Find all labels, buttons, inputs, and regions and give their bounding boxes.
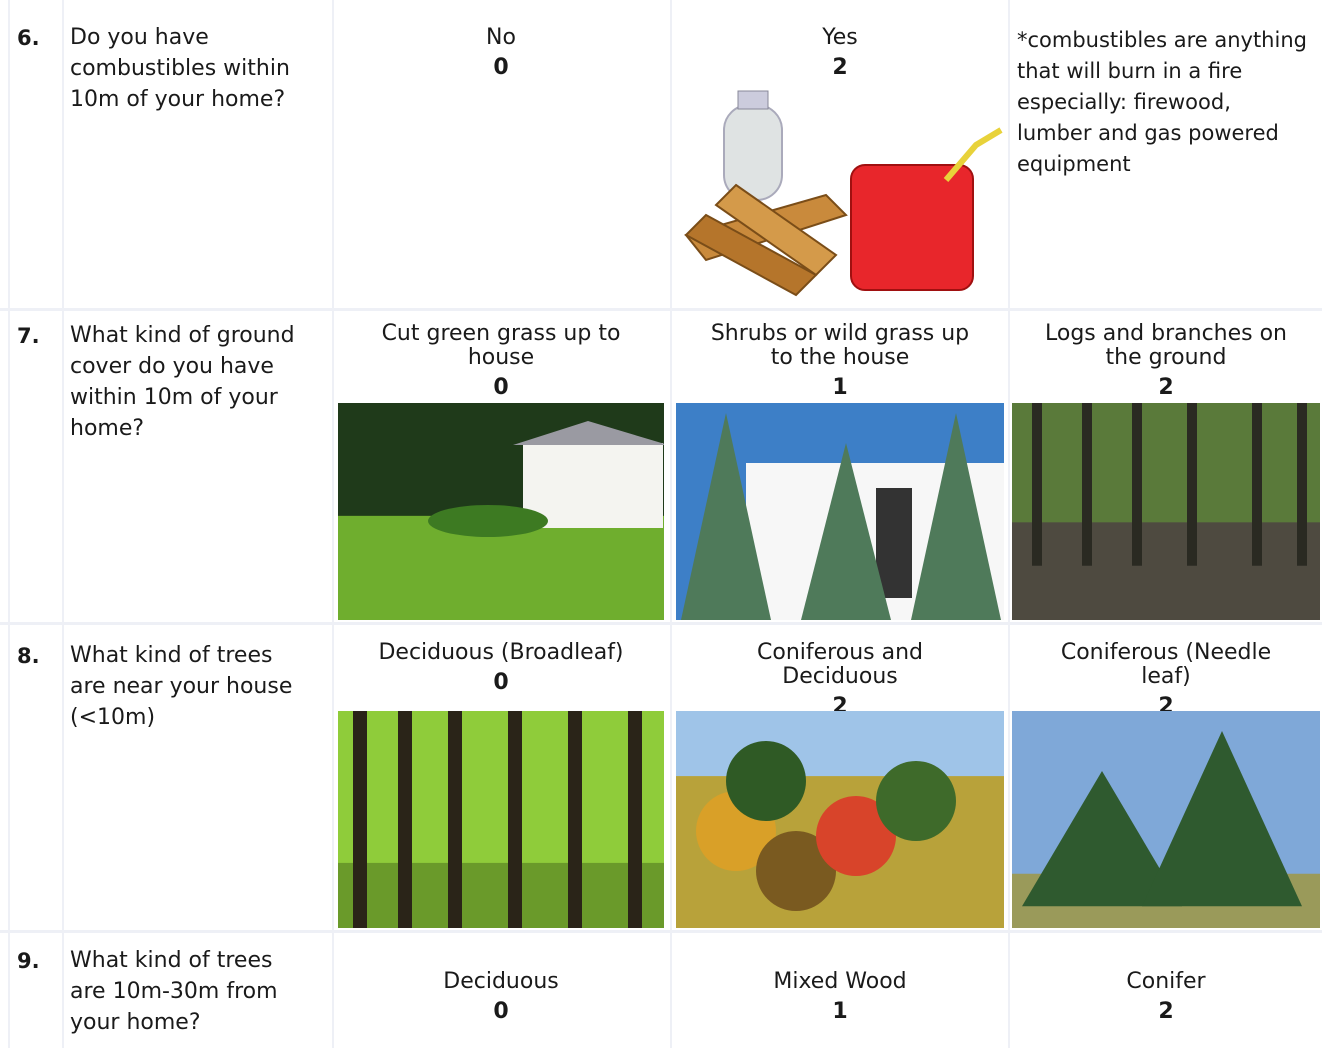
question-text: What kind of trees are 10m-30m from your… [70,948,278,1035]
option: Mixed Wood 1 [674,970,1006,1024]
divider [670,0,672,1048]
photo [1012,403,1320,620]
option-label: Coniferous and Deciduous [757,640,923,689]
photo [338,403,664,620]
divider [1008,0,1010,1048]
option: Shrubs or wild grass up to the house 1 [674,322,1006,400]
option: Deciduous (Broadleaf) 0 [336,641,666,695]
option-label: No [486,25,516,50]
divider [0,930,1322,933]
divider [8,0,10,1048]
option-score: 2 [1158,375,1174,400]
photo [676,403,1004,620]
option: No 0 [336,26,666,80]
question-number: 7. [17,324,40,348]
photo [338,711,664,928]
question-number: 6. [17,26,40,50]
option: Logs and branches on the ground 2 [1010,322,1322,400]
option-score: 2 [832,55,848,80]
option: Conifer 2 [1010,970,1322,1024]
option: Coniferous and Deciduous 2 [674,641,1006,719]
question-text: What kind of trees are near your house (… [70,643,293,730]
option-score: 1 [832,999,848,1024]
option-score: 0 [493,55,509,80]
photo [684,90,1003,297]
question-text: Do you have combustibles within 10m of y… [70,25,290,112]
photo [676,711,1004,928]
question-number: 9. [17,949,40,973]
option: Cut green grass up to house 0 [336,322,666,400]
option-label: Conifer [1126,969,1206,994]
option-label: Logs and branches on the ground [1045,321,1287,370]
option-label: Shrubs or wild grass up to the house [710,321,970,370]
option: Deciduous 0 [336,970,666,1024]
option-label: Coniferous (Needle leaf) [1060,640,1272,689]
option-label: Deciduous (Broadleaf) [378,640,624,665]
option-score: 1 [832,375,848,400]
option-label: Yes [822,25,858,50]
option-label: Cut green grass up to house [381,321,621,370]
option-score: 0 [493,375,509,400]
note: *combustibles are anything that will bur… [1017,28,1307,176]
option: Yes 2 [674,26,1006,80]
option-label: Mixed Wood [773,969,907,994]
photo [1012,711,1320,928]
divider [62,0,64,1048]
option-score: 0 [493,670,509,695]
option-label: Deciduous [443,969,559,994]
divider [0,308,1322,311]
question-number: 8. [17,644,40,668]
divider [332,0,334,1048]
question-text: What kind of ground cover do you have wi… [70,323,295,441]
option-score: 0 [493,999,509,1024]
option: Coniferous (Needle leaf) 2 [1010,641,1322,719]
option-score: 2 [1158,999,1174,1024]
divider [0,622,1322,625]
